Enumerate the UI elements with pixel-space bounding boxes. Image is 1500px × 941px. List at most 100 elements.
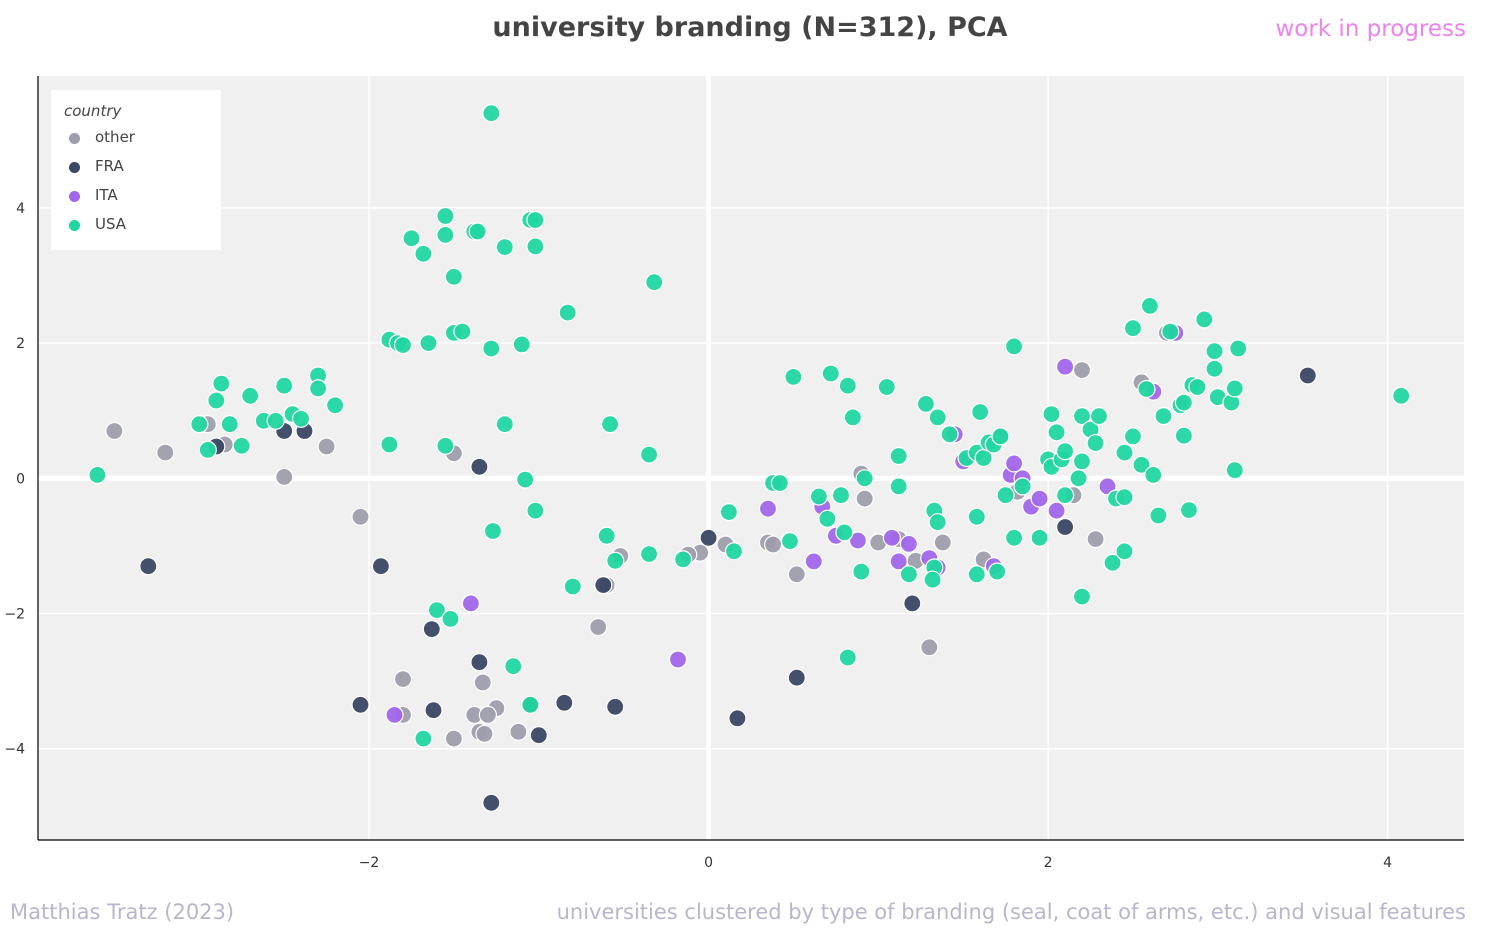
plot-background-and-grid <box>38 76 1464 840</box>
data-point-usa <box>780 532 800 551</box>
data-point-usa <box>1072 587 1092 606</box>
data-point-usa <box>526 501 545 520</box>
data-point-usa <box>967 565 986 584</box>
data-point-fra <box>903 594 922 613</box>
data-point-usa <box>1161 322 1180 341</box>
data-point-ita <box>668 650 688 669</box>
data-point-fra <box>470 457 489 476</box>
data-point-usa <box>719 502 739 522</box>
data-point-usa <box>526 210 545 230</box>
data-point-usa <box>831 486 851 505</box>
data-point-usa <box>1174 393 1194 412</box>
data-point-usa <box>889 446 908 466</box>
data-point-fra <box>529 726 548 745</box>
data-point-usa <box>855 469 874 488</box>
data-point-other <box>478 705 497 725</box>
data-point-usa <box>495 238 514 257</box>
data-point-usa <box>606 551 625 570</box>
data-point-usa <box>436 206 455 226</box>
data-point-fra <box>422 619 441 639</box>
x-tick-label: 4 <box>1383 855 1392 871</box>
data-point-usa <box>482 339 501 358</box>
data-point-usa <box>1004 337 1024 356</box>
legend-label-other: other <box>95 128 135 146</box>
y-tick-label: 0 <box>16 471 25 487</box>
legend-swatch-ita <box>69 191 80 202</box>
data-point-other <box>1086 529 1105 549</box>
data-point-usa <box>838 376 857 395</box>
data-point-usa <box>241 386 260 405</box>
x-tick-label: 2 <box>1044 855 1053 871</box>
legend-swatch-fra <box>69 162 80 173</box>
data-point-ita <box>1004 454 1024 473</box>
data-point-usa <box>220 415 239 434</box>
data-point-usa <box>1123 427 1143 446</box>
legend-title: country <box>64 102 122 120</box>
data-point-other <box>444 729 463 748</box>
data-point-usa <box>1205 342 1224 361</box>
data-point-fra <box>594 575 613 595</box>
data-point-usa <box>482 104 501 123</box>
data-point-other <box>787 565 806 584</box>
data-point-fra <box>606 697 625 716</box>
data-point-usa <box>512 335 531 354</box>
data-point-usa <box>821 364 840 383</box>
data-point-ita <box>461 594 480 613</box>
data-point-usa <box>292 409 311 428</box>
data-point-usa <box>1132 455 1151 474</box>
data-point-usa <box>444 267 463 286</box>
data-point-fra <box>351 695 370 714</box>
data-point-fra <box>699 528 718 547</box>
data-point-other <box>475 724 494 744</box>
data-point-other <box>317 437 336 456</box>
data-point-usa <box>988 562 1007 581</box>
data-point-usa <box>809 487 829 506</box>
data-point-usa <box>526 237 545 256</box>
plot-area <box>38 76 1464 840</box>
data-point-usa <box>309 379 328 398</box>
data-point-ita <box>882 528 902 547</box>
data-point-usa <box>521 695 540 714</box>
data-point-usa <box>639 445 659 464</box>
data-point-usa <box>852 562 871 581</box>
data-point-other <box>1072 361 1092 380</box>
data-point-usa <box>414 244 433 263</box>
data-point-usa <box>1042 405 1061 424</box>
data-point-usa <box>1115 542 1134 561</box>
data-point-usa <box>1174 426 1194 445</box>
data-point-usa <box>1229 339 1248 358</box>
data-point-ita <box>889 552 908 571</box>
data-points <box>88 104 1411 812</box>
data-point-usa <box>419 334 438 353</box>
x-tick-label: −2 <box>359 855 380 871</box>
data-point-other <box>473 673 492 692</box>
data-point-usa <box>1149 506 1168 525</box>
data-point-usa <box>724 542 744 561</box>
data-point-usa <box>1144 465 1163 484</box>
data-point-usa <box>838 648 857 667</box>
data-point-usa <box>483 521 503 541</box>
data-point-usa <box>1392 386 1411 405</box>
data-point-usa <box>453 322 472 341</box>
data-point-other <box>763 535 783 554</box>
data-point-usa <box>1069 469 1088 488</box>
data-point-usa <box>414 729 433 748</box>
data-point-usa <box>495 415 514 434</box>
data-point-usa <box>1004 528 1024 547</box>
data-point-usa <box>393 336 413 355</box>
data-point-ita <box>758 499 778 518</box>
data-point-usa <box>1137 379 1156 399</box>
data-point-usa <box>996 486 1015 505</box>
data-point-usa <box>1055 486 1075 505</box>
data-point-usa <box>402 229 421 248</box>
data-point-fra <box>1055 517 1075 537</box>
data-point-ita <box>385 705 404 725</box>
x-tick-label: 0 <box>704 855 713 871</box>
data-point-other <box>920 638 939 657</box>
data-point-usa <box>1179 501 1199 520</box>
legend: country other FRA ITA USA <box>51 90 221 250</box>
data-point-ita <box>899 534 919 554</box>
data-point-other <box>351 507 370 526</box>
data-point-usa <box>516 470 535 489</box>
data-point-usa <box>1225 461 1244 480</box>
